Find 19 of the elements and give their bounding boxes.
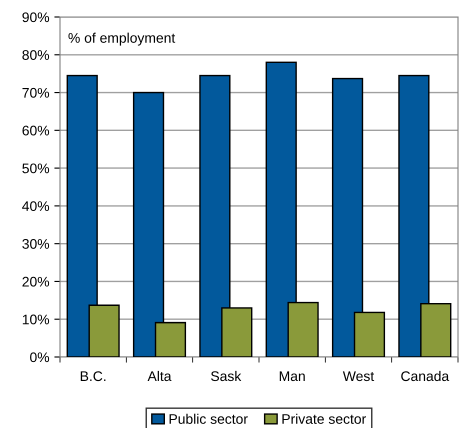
y-tick-label: 70% bbox=[22, 88, 50, 98]
y-tick-label: 10% bbox=[22, 314, 50, 324]
legend-label: Private sector bbox=[282, 414, 366, 424]
x-tick-label: B.C. bbox=[80, 371, 106, 382]
legend-label: Public sector bbox=[170, 414, 248, 424]
y-tick-label: 90% bbox=[22, 12, 50, 22]
y-tick-label: 50% bbox=[22, 163, 50, 174]
x-tick-label: Canada bbox=[401, 370, 450, 382]
x-tick-label: West bbox=[342, 371, 374, 382]
y-tick-label: 0% bbox=[30, 352, 50, 362]
x-tick-label: Man bbox=[280, 371, 305, 382]
y-tick-label: 60% bbox=[22, 126, 50, 136]
y-tick-label: 30% bbox=[22, 239, 50, 249]
x-tick-label: Sask bbox=[211, 370, 242, 382]
y-tick-label: 80% bbox=[22, 50, 50, 60]
x-tick-label: Alta bbox=[148, 370, 172, 382]
y-tick-label: 20% bbox=[22, 276, 50, 287]
annotation: % of employment bbox=[68, 32, 176, 46]
y-tick-label: 40% bbox=[22, 201, 50, 212]
